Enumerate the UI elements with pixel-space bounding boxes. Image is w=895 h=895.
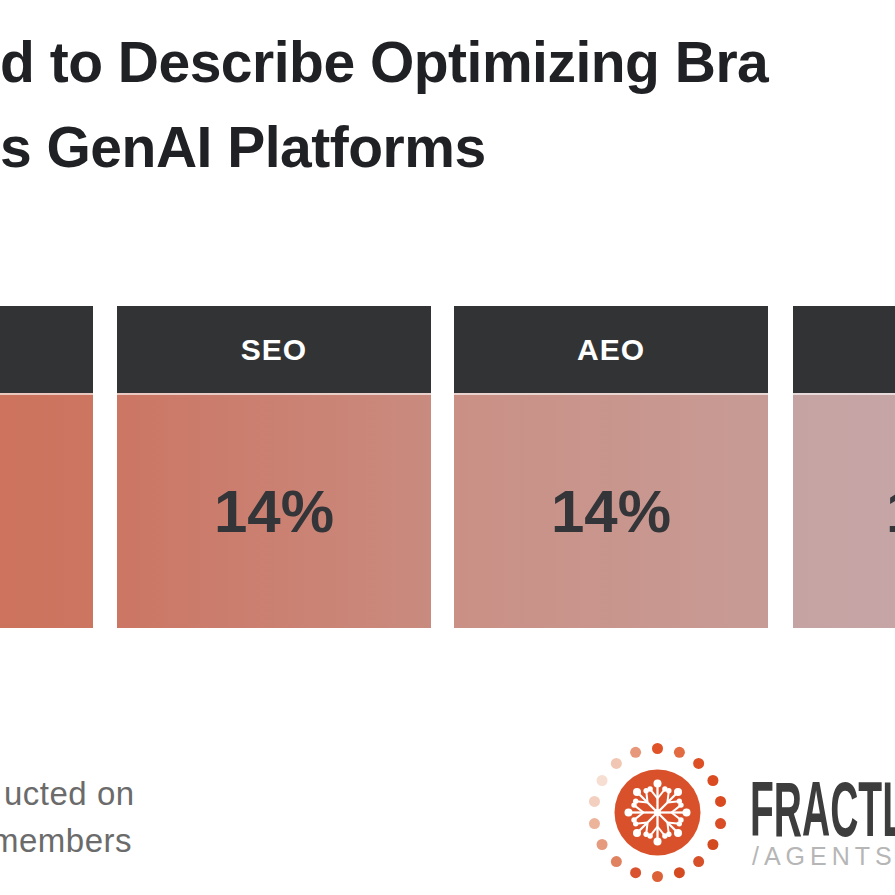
category-card-body: 1 xyxy=(793,393,895,628)
logo-dot xyxy=(630,867,641,878)
logo-dot xyxy=(715,796,726,807)
logo-dot xyxy=(674,829,682,837)
logo-dot xyxy=(633,798,638,803)
logo-dot xyxy=(611,758,622,769)
logo-dot xyxy=(597,839,608,850)
category-value: 1 xyxy=(886,477,895,546)
logo-dot xyxy=(666,788,671,793)
chart-title-line2: s GenAI Platforms xyxy=(0,105,768,190)
logo-dot xyxy=(654,809,661,816)
chart-title-line1: d to Describe Optimizing Bra xyxy=(0,20,768,105)
logo-dot xyxy=(674,788,682,796)
logo-dot xyxy=(662,833,667,838)
category-card-body: 14% xyxy=(117,393,431,628)
logo-dot xyxy=(652,871,663,882)
logo-dot xyxy=(715,818,726,829)
logo-dot xyxy=(630,747,641,758)
logo-dot xyxy=(707,839,718,850)
logo-dot xyxy=(707,775,718,786)
category-card-body: 14% xyxy=(454,393,768,628)
logo-dot xyxy=(589,796,600,807)
category-value: 14% xyxy=(551,477,671,546)
logo-dot xyxy=(683,809,691,817)
logo-dot xyxy=(625,809,633,817)
logo-dot xyxy=(674,867,685,878)
fractl-logo-icon xyxy=(580,735,735,890)
logo-dot xyxy=(652,743,663,754)
category-card-header xyxy=(0,306,93,393)
category-card-seo: SEO 14% xyxy=(117,306,431,628)
logo-dot xyxy=(654,780,662,788)
category-card-right-partial: 1 xyxy=(793,306,895,628)
category-card-left-partial xyxy=(0,306,93,628)
logo-dot xyxy=(611,856,622,867)
logo-dot xyxy=(597,775,608,786)
logo-dot xyxy=(654,838,662,846)
brand-wordmark: FRACTL xyxy=(750,770,895,848)
category-card-aeo: AEO 14% xyxy=(454,306,768,628)
logo-dot xyxy=(633,829,641,837)
logo-dot xyxy=(643,788,648,793)
logo-dot xyxy=(643,832,648,837)
source-note: ucted on members xyxy=(4,770,135,864)
logo-dot xyxy=(677,821,682,826)
logo-dot xyxy=(678,802,683,807)
source-note-line1: ucted on xyxy=(4,770,135,817)
category-card-header: AEO xyxy=(454,306,768,393)
category-label: AEO xyxy=(577,333,645,367)
chart-title: d to Describe Optimizing Bra s GenAI Pla… xyxy=(0,20,768,190)
brand-sub-label: /AGENTS xyxy=(752,842,895,871)
category-value: 14% xyxy=(214,477,334,546)
logo-dot xyxy=(631,817,636,822)
infographic-canvas: d to Describe Optimizing Bra s GenAI Pla… xyxy=(0,0,895,895)
category-card-header xyxy=(793,306,895,393)
category-label: SEO xyxy=(241,333,307,367)
category-card-body xyxy=(0,393,93,628)
source-note-line2: members xyxy=(0,817,135,864)
logo-dot xyxy=(633,788,641,796)
logo-dot xyxy=(693,758,704,769)
logo-dot xyxy=(674,747,685,758)
logo-dot xyxy=(693,856,704,867)
logo-dot xyxy=(589,818,600,829)
category-card-header: SEO xyxy=(117,306,431,393)
